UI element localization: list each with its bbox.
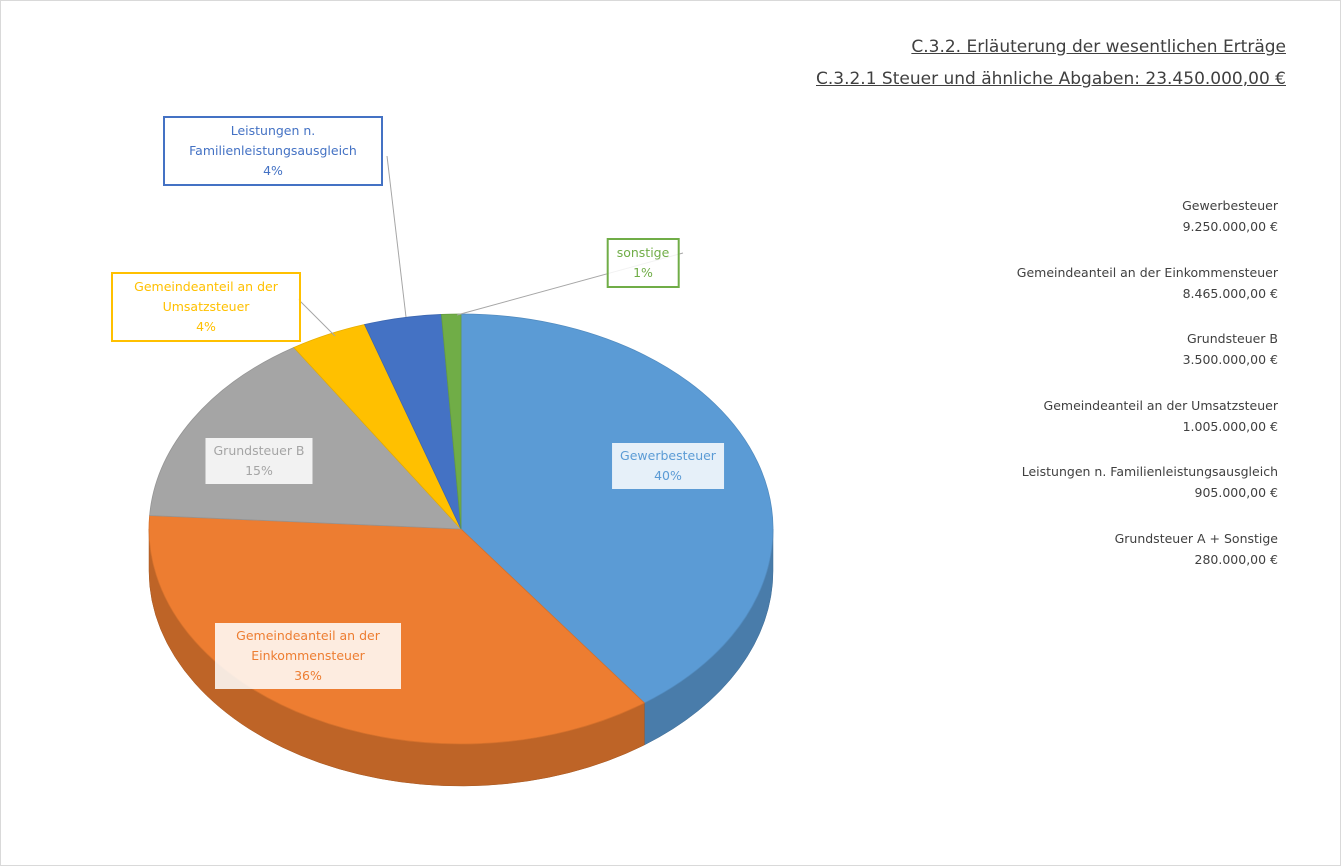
summary-amount: 905.000,00 € — [1194, 485, 1279, 500]
summary-label: Gemeindeanteil an der Umsatzsteuer — [1043, 397, 1278, 413]
chart-title: C.3.2. Erläuterung der wesentlichen Ertr… — [911, 37, 1286, 57]
data-label: Leistungen n. Familienleistungsausgleich… — [163, 116, 383, 186]
label-category: Grundsteuer B — [213, 443, 305, 458]
summary-label: Leistungen n. Familienleistungsausgleich — [1021, 464, 1278, 479]
summary-amount: 8.465.000,00 € — [1182, 285, 1278, 301]
summary-label: Gemeindeanteil an der Einkommensteuer — [1016, 264, 1278, 280]
summary-item: Gewerbesteuer 9.250.000,00 € — [1182, 195, 1278, 237]
summary-amount: 3.500.000,00 € — [1182, 352, 1278, 367]
summary-label: Grundsteuer B — [1186, 331, 1278, 346]
summary-item: Gemeindeanteil an der Umsatzsteuer 1.005.… — [1044, 395, 1278, 437]
label-category: Leistungen n. Familienleistungsausgleich — [189, 123, 357, 158]
label-value: 4% — [263, 163, 283, 178]
label-category: sonstige — [616, 245, 670, 260]
slice — [460, 313, 774, 704]
summary-amount: 1.005.000,00 € — [1182, 418, 1278, 434]
label-value: 15% — [245, 463, 273, 478]
label-category: Gewerbesteuer — [620, 448, 716, 463]
data-label: sonstige 1% — [606, 238, 680, 288]
summary-label: Gewerbesteuer — [1182, 198, 1278, 213]
label-category: Gemeindeanteil an der Einkommensteuer — [236, 628, 380, 663]
summary-amount: 280.000,00 € — [1194, 551, 1279, 567]
leader-line — [297, 298, 336, 337]
data-label: Gemeindeanteil an der Umsatzsteuer 4% — [111, 272, 301, 342]
data-label: Gemeindeanteil an der Einkommensteuer 36% — [215, 623, 401, 689]
data-label: Grundsteuer B 15% — [205, 438, 313, 484]
label-value: 36% — [294, 668, 322, 683]
label-value: 4% — [196, 319, 216, 334]
chart-subtitle: C.3.2.1 Steuer und ähnliche Abgaben: 23.… — [816, 69, 1286, 89]
summary-item: Grundsteuer B 3.500.000,00 € — [1183, 328, 1278, 370]
summary-amount: 9.250.000,00 € — [1182, 219, 1278, 234]
data-label: Gewerbesteuer 40% — [612, 443, 724, 489]
summary-item: Leistungen n. Familienleistungsausgleich… — [1022, 461, 1278, 503]
label-value: 1% — [633, 265, 653, 280]
summary-label: Grundsteuer A + Sonstige — [1114, 530, 1278, 546]
summary-item: Grundsteuer A + Sonstige 280.000,00 € — [1115, 528, 1278, 570]
label-category: Gemeindeanteil an der Umsatzsteuer — [134, 279, 278, 314]
label-value: 40% — [654, 468, 682, 483]
leader-line — [386, 155, 407, 318]
summary-item: Gemeindeanteil an der Einkommensteuer 8.4… — [1017, 262, 1278, 304]
